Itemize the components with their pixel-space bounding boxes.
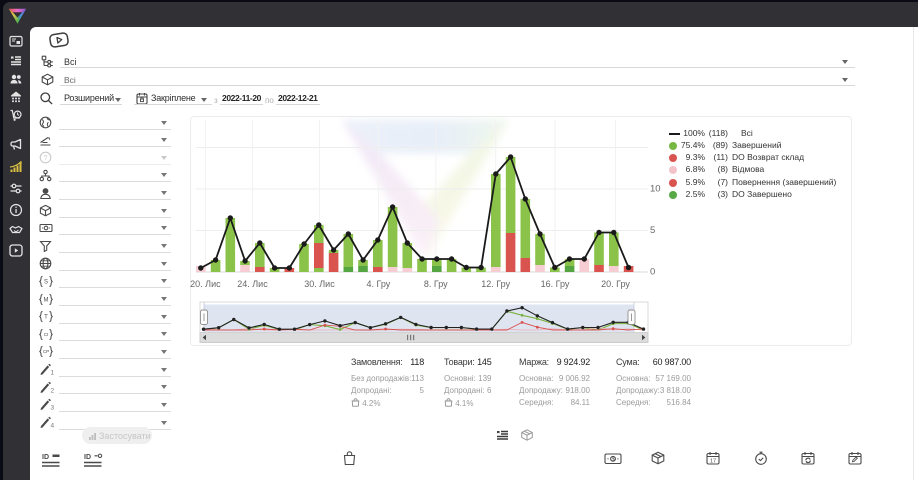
svg-text:ID: ID — [42, 454, 49, 461]
svg-text:ID: ID — [84, 454, 91, 461]
svg-text:17: 17 — [710, 459, 716, 465]
svg-text:30. Лис: 30. Лис — [304, 279, 335, 289]
svg-text:16. Гру: 16. Гру — [541, 279, 570, 289]
svg-text:4: 4 — [51, 423, 55, 430]
svg-text:8. Гру: 8. Гру — [424, 279, 448, 289]
svg-text:20. Гру: 20. Гру — [601, 279, 630, 289]
svg-text:S: S — [44, 280, 48, 286]
svg-text:10: 10 — [650, 184, 661, 195]
svg-text:20. Лис: 20. Лис — [190, 279, 221, 289]
svg-text:3: 3 — [51, 405, 55, 412]
svg-text:2: 2 — [51, 387, 55, 394]
svg-text:12. Гру: 12. Гру — [481, 279, 510, 289]
svg-text:T: T — [44, 315, 48, 321]
svg-text:CI: CI — [44, 332, 49, 337]
svg-text:4. Гру: 4. Гру — [367, 279, 391, 289]
svg-text:?: ? — [44, 155, 48, 162]
svg-text:$: $ — [612, 457, 616, 463]
svg-text:24. Лис: 24. Лис — [237, 279, 268, 289]
svg-text:1: 1 — [51, 370, 55, 377]
svg-text:CP: CP — [43, 350, 49, 355]
svg-text:M: M — [44, 297, 49, 303]
svg-text:0: 0 — [650, 267, 655, 278]
svg-text:5: 5 — [650, 225, 655, 236]
